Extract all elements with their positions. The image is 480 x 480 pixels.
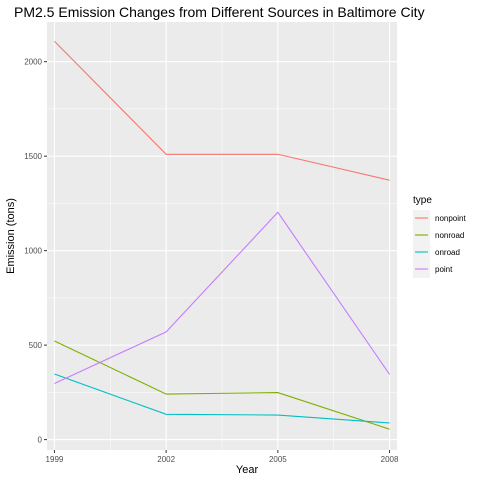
- legend-title: type: [413, 195, 432, 206]
- grid-major: [47, 22, 397, 450]
- y-axis: 0 500 1000 1500 2000: [24, 58, 47, 445]
- y-tick-label: 500: [29, 341, 43, 350]
- x-tick-label: 2002: [157, 455, 175, 464]
- legend-label-onroad: onroad: [435, 248, 460, 257]
- x-axis-label: Year: [236, 464, 259, 476]
- y-tick-label: 0: [38, 436, 43, 445]
- y-tick-label: 1500: [24, 152, 42, 161]
- legend-label-point: point: [435, 265, 453, 274]
- x-tick-label: 1999: [46, 455, 64, 464]
- legend: type nonpoint nonroad onroad point: [413, 195, 466, 278]
- x-tick-label: 2005: [269, 455, 287, 464]
- legend-label-nonroad: nonroad: [435, 231, 464, 240]
- y-tick-label: 2000: [24, 58, 42, 67]
- chart-title: PM2.5 Emission Changes from Different So…: [14, 4, 425, 20]
- legend-label-nonpoint: nonpoint: [435, 214, 466, 223]
- series-line-nonpoint: [54, 40, 390, 181]
- x-tick-label: 2008: [381, 455, 399, 464]
- y-tick-label: 1000: [24, 247, 42, 256]
- series-lines: [54, 40, 391, 430]
- series-line-nonroad: [54, 340, 390, 430]
- series-line-point: [54, 211, 391, 384]
- series-line-onroad: [54, 373, 390, 424]
- x-axis: 1999 2002 2005 2008: [46, 450, 399, 464]
- y-axis-label: Emission (tons): [5, 198, 17, 274]
